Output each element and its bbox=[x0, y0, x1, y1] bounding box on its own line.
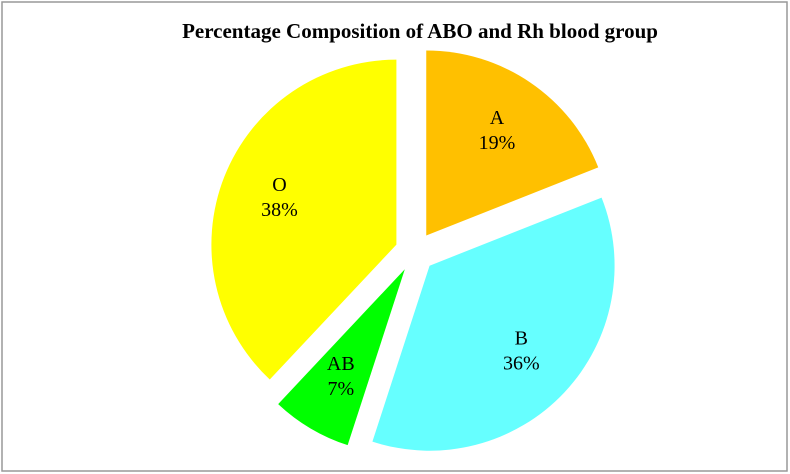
slice-value-label: 36% bbox=[503, 352, 540, 374]
chart-title: Percentage Composition of ABO and Rh blo… bbox=[182, 19, 658, 43]
slice-value-label: 7% bbox=[327, 378, 354, 400]
slice-value-label: 38% bbox=[261, 199, 298, 221]
pie-slice bbox=[278, 269, 405, 446]
slice-category-label: O bbox=[272, 174, 286, 196]
pie-slice bbox=[372, 197, 615, 451]
slice-category-label: A bbox=[490, 107, 505, 129]
slice-value-label: 19% bbox=[479, 132, 516, 154]
pie-slice bbox=[211, 59, 397, 380]
pie-slice bbox=[426, 50, 599, 236]
slice-category-label: B bbox=[515, 327, 528, 349]
slice-category-label: AB bbox=[327, 353, 355, 375]
